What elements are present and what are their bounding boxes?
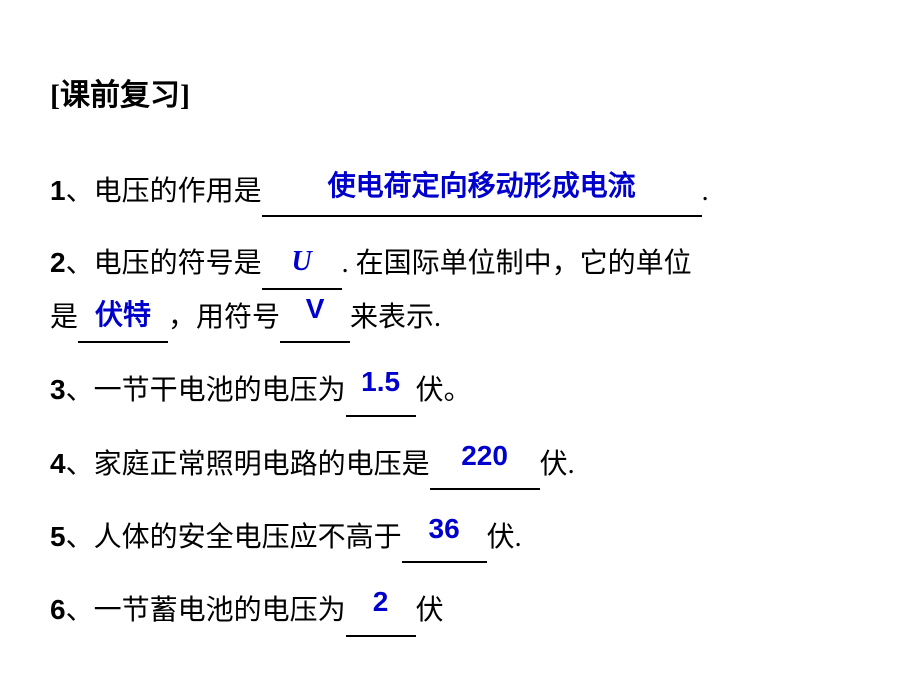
q2-number: 2	[50, 247, 66, 278]
q5-blank: 36	[402, 510, 487, 563]
q2-blank-unit-name: 伏特	[78, 290, 168, 343]
q1-text-after: .	[702, 176, 709, 207]
q4-before: 、家庭正常照明电路的电压是	[66, 449, 430, 480]
q2-line1-after: . 在国际单位制中，它的单位	[342, 248, 692, 279]
q6-before: 、一节蓄电池的电压为	[66, 595, 346, 626]
q4-blank: 220	[430, 437, 540, 490]
q3-before: 、一节干电池的电压为	[66, 375, 346, 406]
q2-blank-symbol: U	[262, 237, 342, 289]
q2-line2-after: 来表示.	[350, 302, 441, 333]
question-4: 4、家庭正常照明电路的电压是 220 伏.	[50, 437, 870, 490]
q4-number: 4	[50, 448, 66, 479]
q4-answer: 220	[461, 440, 508, 471]
question-2: 2、电压的符号是 U . 在国际单位制中，它的单位 是伏特 ，用符号 V 来表示.	[50, 237, 870, 343]
q2-blank-unit-symbol: V	[280, 290, 350, 343]
q5-number: 5	[50, 521, 66, 552]
q3-answer: 1.5	[361, 366, 400, 397]
q6-after: 伏	[416, 595, 444, 626]
q3-number: 3	[50, 374, 66, 405]
q2-answer-unit-name: 伏特	[95, 299, 151, 330]
q2-line2-before: 是	[50, 302, 78, 333]
q2-answer-unit-symbol: V	[306, 293, 325, 324]
section-heading: [课前复习]	[50, 70, 870, 114]
q6-answer: 2	[373, 586, 389, 617]
q2-answer-symbol: U	[291, 246, 311, 277]
q4-after: 伏.	[540, 449, 575, 480]
q2-line2-mid: ，用符号	[168, 302, 280, 333]
q6-number: 6	[50, 594, 66, 625]
q3-blank: 1.5	[346, 363, 416, 416]
q5-before: 、人体的安全电压应不高于	[66, 522, 402, 553]
question-6: 6、一节蓄电池的电压为 2伏	[50, 583, 870, 636]
question-5: 5、人体的安全电压应不高于 36 伏.	[50, 510, 870, 563]
q1-number: 1	[50, 175, 66, 206]
q1-text-before: 、电压的作用是	[66, 176, 262, 207]
q5-answer: 36	[429, 513, 460, 544]
q1-answer: 使电荷定向移动形成电流	[328, 170, 636, 201]
question-1: 1、电压的作用是 使电荷定向移动形成电流.	[50, 164, 870, 217]
q1-blank: 使电荷定向移动形成电流	[262, 164, 702, 217]
q2-line1-before: 、电压的符号是	[66, 248, 262, 279]
q6-blank: 2	[346, 583, 416, 636]
question-3: 3、一节干电池的电压为 1.5 伏。	[50, 363, 870, 416]
q5-after: 伏.	[487, 522, 522, 553]
q3-after: 伏。	[416, 375, 472, 406]
